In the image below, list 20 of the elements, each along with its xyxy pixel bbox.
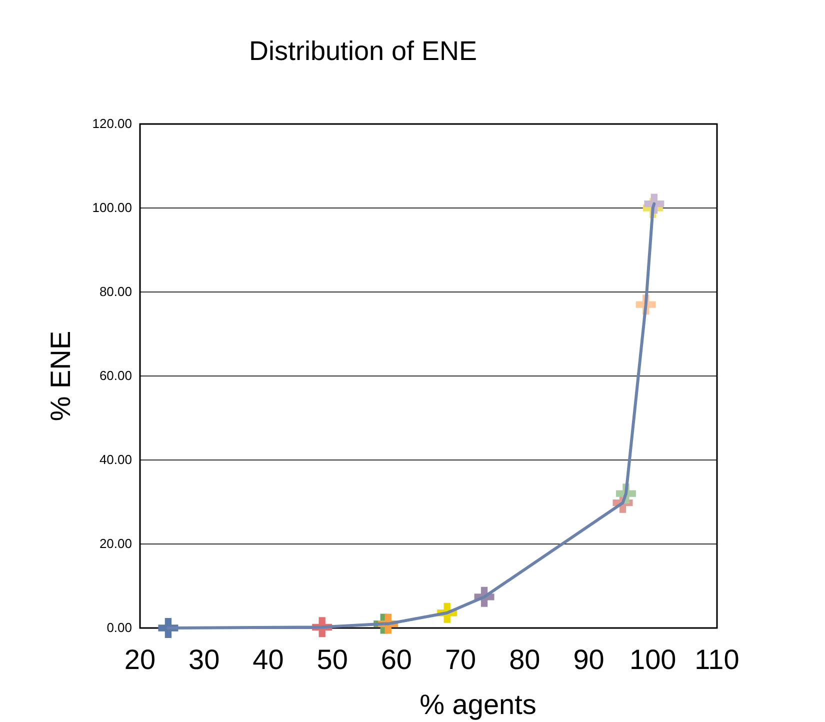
x-tick-label: 30: [188, 644, 220, 675]
x-tick-label: 60: [380, 644, 412, 675]
y-tick-label: 100.00: [92, 200, 132, 215]
x-tick-label: 100: [630, 644, 676, 675]
y-tick-label: 20.00: [99, 536, 132, 551]
y-tick-label: 80.00: [99, 284, 132, 299]
x-tick-label: 90: [573, 644, 604, 675]
x-tick-label: 50: [316, 644, 348, 675]
x-tick-label: 20: [124, 644, 156, 675]
x-axis-title: % agents: [420, 689, 536, 720]
y-tick-label: 120.00: [92, 116, 132, 131]
y-tick-label: 0.00: [106, 620, 132, 635]
y-axis-title: % ENE: [45, 330, 76, 422]
y-tick-label: 40.00: [99, 452, 132, 467]
x-tick-label: 70: [444, 644, 476, 675]
x-tick-label: 110: [694, 644, 740, 675]
x-tick-label: 80: [509, 644, 540, 675]
x-tick-label: 40: [252, 644, 284, 675]
chart-title: Distribution of ENE: [248, 36, 478, 66]
y-tick-label: 60.00: [99, 368, 132, 383]
